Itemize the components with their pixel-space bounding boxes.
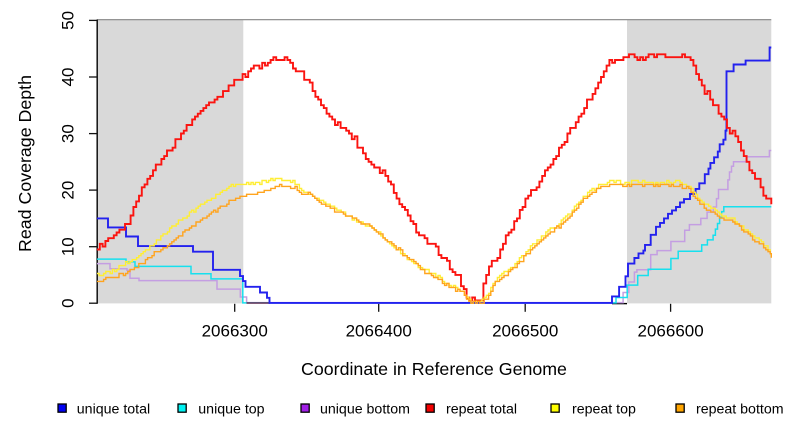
svg-text:Read Coverage Depth: Read Coverage Depth <box>15 75 35 252</box>
svg-text:50: 50 <box>59 11 78 30</box>
svg-text:repeat total: repeat total <box>446 402 517 418</box>
svg-text:2066300: 2066300 <box>202 322 268 341</box>
svg-text:Coordinate in Reference Genome: Coordinate in Reference Genome <box>301 359 567 379</box>
svg-text:repeat top: repeat top <box>572 402 636 418</box>
svg-text:40: 40 <box>59 68 78 87</box>
svg-text:2066500: 2066500 <box>492 322 558 341</box>
svg-text:repeat bottom: repeat bottom <box>696 402 784 418</box>
svg-text:unique bottom: unique bottom <box>320 402 410 418</box>
svg-text:20: 20 <box>59 181 78 200</box>
svg-text:2066600: 2066600 <box>638 322 704 341</box>
svg-text:0: 0 <box>59 298 78 307</box>
svg-text:2066400: 2066400 <box>346 322 412 341</box>
svg-text:unique total: unique total <box>77 402 150 418</box>
svg-text:unique top: unique top <box>198 402 264 418</box>
svg-text:30: 30 <box>59 124 78 143</box>
svg-text:10: 10 <box>59 237 78 256</box>
